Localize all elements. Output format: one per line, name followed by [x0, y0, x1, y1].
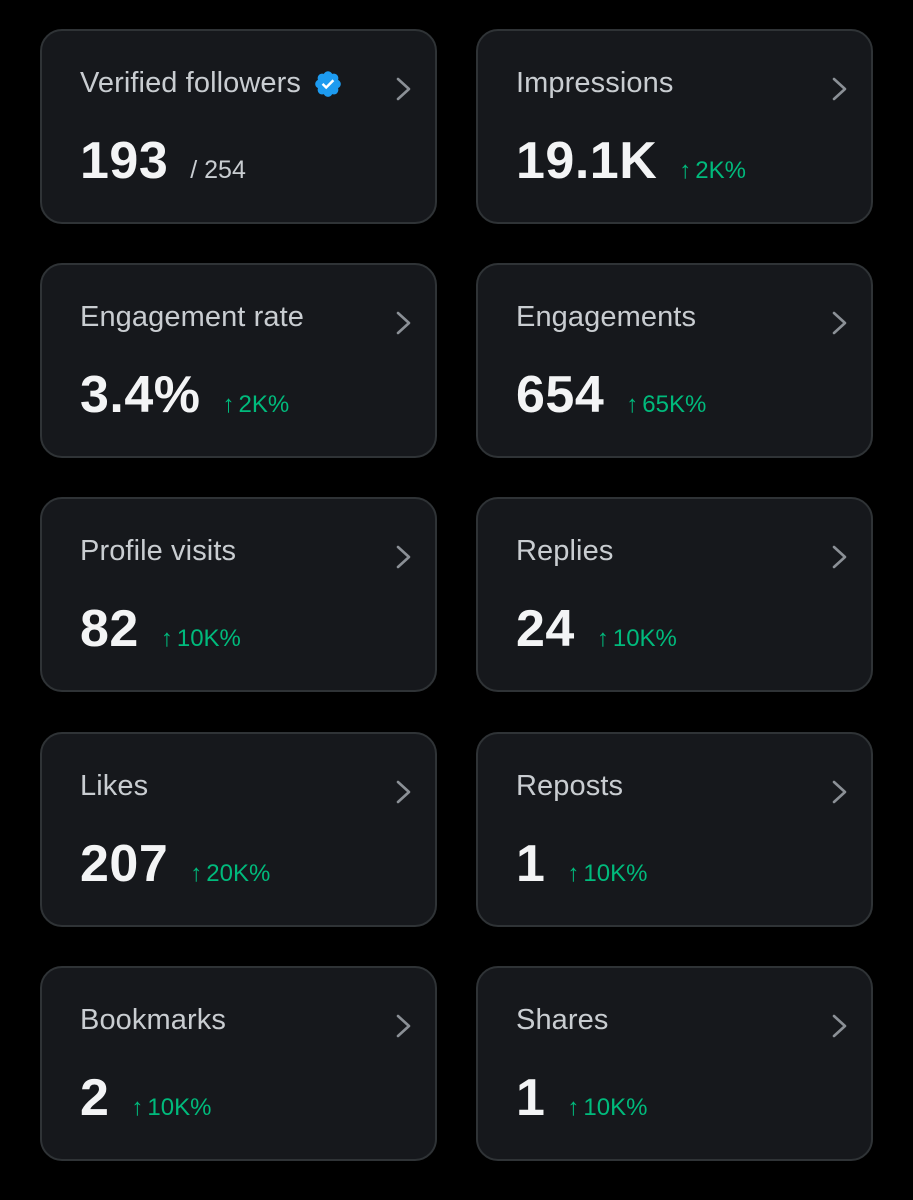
metric-card-shares[interactable]: Shares 1 ↑ 10K%	[476, 966, 873, 1161]
metric-delta-value: 65K%	[642, 391, 707, 418]
metric-card-reposts[interactable]: Reposts 1 ↑ 10K%	[476, 732, 873, 927]
metric-value-row: 3.4% ↑ 2K%	[80, 365, 289, 425]
metric-card-engagements[interactable]: Engagements 654 ↑ 65K%	[476, 263, 873, 458]
metric-title-row: Bookmarks	[80, 1004, 226, 1037]
metric-delta: ↑ 20K%	[190, 860, 270, 888]
metric-title-row: Replies	[516, 535, 613, 568]
metric-delta: ↑ 10K%	[597, 625, 677, 653]
arrow-up-icon: ↑	[679, 157, 692, 184]
metric-value-row: 1 ↑ 10K%	[516, 1068, 647, 1128]
metric-title-row: Likes	[80, 770, 148, 803]
metric-value: 1	[516, 1069, 546, 1127]
metric-label: Shares	[516, 1004, 609, 1036]
metric-value-row: 207 ↑ 20K%	[80, 834, 270, 894]
arrow-up-icon: ↑	[567, 1094, 580, 1121]
metric-label: Engagement rate	[80, 301, 304, 333]
metric-title-row: Engagement rate	[80, 301, 304, 334]
metric-title-row: Verified followers	[80, 67, 343, 100]
metric-delta: ↑ 10K%	[567, 860, 647, 888]
metric-value: 1	[516, 835, 546, 893]
chevron-right-icon	[832, 545, 847, 569]
arrow-up-icon: ↑	[190, 860, 203, 887]
chevron-right-icon	[832, 77, 847, 101]
metric-title-row: Shares	[516, 1004, 609, 1037]
arrow-up-icon: ↑	[626, 391, 639, 418]
verified-badge-icon	[313, 69, 343, 99]
metric-delta: ↑ 2K%	[223, 391, 290, 419]
metric-label: Verified followers	[80, 67, 302, 99]
metric-delta-value: 10K%	[612, 625, 677, 652]
metric-title-row: Impressions	[516, 67, 673, 100]
metric-delta-value: 10K%	[583, 860, 648, 887]
chevron-right-icon	[396, 77, 411, 101]
metric-delta: ↑ 2K%	[679, 157, 746, 185]
metric-title-row: Engagements	[516, 301, 696, 334]
chevron-right-icon	[832, 780, 847, 804]
metric-delta: ↑ 65K%	[626, 391, 706, 419]
arrow-up-icon: ↑	[222, 391, 235, 418]
metric-delta-value: 20K%	[206, 860, 271, 887]
metric-card-verified-followers[interactable]: Verified followers 193 / 254	[40, 29, 437, 224]
metric-label: Profile visits	[80, 535, 237, 567]
metric-delta-value: 2K%	[238, 391, 290, 418]
metric-value: 654	[516, 366, 605, 424]
metric-title-row: Profile visits	[80, 535, 236, 568]
metric-delta-value: 2K%	[695, 157, 746, 184]
metric-card-engagement-rate[interactable]: Engagement rate 3.4% ↑ 2K%	[40, 263, 437, 458]
metric-value-row: 1 ↑ 10K%	[516, 834, 647, 894]
metric-card-bookmarks[interactable]: Bookmarks 2 ↑ 10K%	[40, 966, 437, 1161]
metric-title-row: Reposts	[516, 770, 623, 803]
metric-value: 82	[80, 600, 139, 658]
metric-total: / 254	[190, 156, 246, 184]
metric-delta-value: 10K%	[583, 1094, 648, 1121]
metric-value-row: 2 ↑ 10K%	[80, 1068, 211, 1128]
metric-value: 3.4%	[80, 366, 201, 424]
metric-value: 2	[80, 1069, 110, 1127]
metric-card-likes[interactable]: Likes 207 ↑ 20K%	[40, 732, 437, 927]
metric-value-row: 193 / 254	[80, 131, 246, 191]
chevron-right-icon	[396, 311, 411, 335]
chevron-right-icon	[396, 1014, 411, 1038]
arrow-up-icon: ↑	[596, 625, 609, 652]
metric-value-row: 654 ↑ 65K%	[516, 365, 706, 425]
chevron-right-icon	[396, 545, 411, 569]
metric-value-row: 82 ↑ 10K%	[80, 599, 241, 659]
metric-label: Engagements	[516, 301, 697, 333]
metric-label: Likes	[80, 770, 149, 802]
metric-card-replies[interactable]: Replies 24 ↑ 10K%	[476, 497, 873, 692]
arrow-up-icon: ↑	[131, 1094, 144, 1121]
metric-value: 19.1K	[516, 132, 658, 190]
arrow-up-icon: ↑	[567, 860, 580, 887]
metric-delta-value: 10K%	[147, 1094, 212, 1121]
chevron-right-icon	[832, 311, 847, 335]
metric-delta: ↑ 10K%	[567, 1094, 647, 1122]
metric-card-impressions[interactable]: Impressions 19.1K ↑ 2K%	[476, 29, 873, 224]
metric-label: Reposts	[516, 770, 624, 802]
metric-label: Replies	[516, 535, 614, 567]
arrow-up-icon: ↑	[160, 625, 173, 652]
metric-value-row: 19.1K ↑ 2K%	[516, 131, 746, 191]
metric-label: Impressions	[516, 67, 674, 99]
metric-value: 24	[516, 600, 575, 658]
metric-value-row: 24 ↑ 10K%	[516, 599, 677, 659]
chevron-right-icon	[396, 780, 411, 804]
metric-delta: ↑ 10K%	[131, 1094, 211, 1122]
metric-value: 207	[80, 835, 169, 893]
metric-card-profile-visits[interactable]: Profile visits 82 ↑ 10K%	[40, 497, 437, 692]
metric-value: 193	[80, 132, 169, 190]
metric-label: Bookmarks	[80, 1004, 226, 1036]
metric-delta-value: 10K%	[176, 625, 241, 652]
metric-delta: ↑ 10K%	[161, 625, 241, 653]
chevron-right-icon	[832, 1014, 847, 1038]
